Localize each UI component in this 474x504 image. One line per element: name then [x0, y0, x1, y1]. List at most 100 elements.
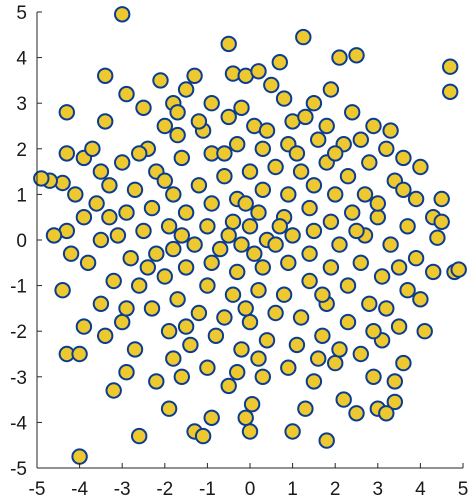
- data-point: [267, 304, 284, 322]
- x-tick-label: -4: [71, 479, 88, 500]
- data-point: [84, 140, 101, 158]
- data-point: [395, 149, 412, 167]
- data-point: [169, 104, 186, 121]
- x-tick-label: 1: [287, 479, 298, 500]
- data-point: [101, 209, 118, 226]
- x-tick-label: -3: [114, 479, 131, 500]
- data-point: [399, 218, 416, 235]
- data-point: [314, 327, 331, 344]
- data-point: [407, 190, 425, 208]
- data-point: [243, 396, 261, 413]
- data-point: [331, 341, 348, 358]
- data-point: [322, 81, 340, 98]
- data-point: [45, 227, 63, 244]
- data-point: [250, 350, 267, 367]
- x-tick-label: -1: [199, 479, 216, 500]
- data-point: [109, 227, 127, 244]
- data-point: [88, 195, 105, 212]
- data-point: [318, 432, 335, 449]
- data-point: [352, 131, 369, 148]
- data-point: [131, 277, 148, 294]
- x-tick-label: 5: [458, 479, 469, 500]
- data-point: [126, 181, 144, 199]
- data-point: [297, 108, 314, 126]
- data-point: [348, 47, 365, 64]
- data-point: [199, 359, 216, 376]
- data-point: [67, 186, 84, 203]
- data-point: [135, 222, 152, 240]
- data-point: [305, 95, 323, 112]
- data-point: [241, 313, 259, 331]
- data-point: [246, 245, 263, 262]
- data-point: [365, 117, 382, 135]
- data-point: [92, 163, 110, 180]
- data-point: [241, 218, 259, 235]
- data-point: [131, 427, 148, 445]
- y-tick-label: 3: [16, 94, 27, 115]
- data-point: [71, 345, 88, 363]
- data-point: [101, 177, 118, 194]
- data-point: [62, 245, 80, 262]
- data-point: [271, 218, 288, 235]
- data-point: [271, 54, 288, 71]
- data-point: [177, 204, 195, 221]
- data-point: [373, 268, 391, 285]
- data-point: [378, 300, 395, 317]
- data-point: [194, 427, 212, 445]
- data-point: [318, 117, 335, 135]
- data-point: [33, 170, 50, 187]
- x-axis-ticks: -5 -4 -3 -2 -1 0 1 2 3 4 5: [29, 463, 469, 500]
- data-point: [92, 231, 110, 249]
- data-point: [292, 163, 310, 180]
- data-point: [250, 204, 267, 221]
- data-point: [92, 295, 110, 312]
- data-point: [399, 282, 416, 299]
- data-point: [258, 332, 276, 349]
- data-point: [433, 190, 450, 208]
- data-point: [450, 261, 467, 278]
- data-point: [425, 263, 442, 281]
- data-point: [160, 218, 178, 235]
- data-point: [190, 177, 208, 194]
- data-point: [305, 373, 323, 390]
- data-point: [156, 268, 174, 285]
- x-tick-label: 4: [415, 479, 426, 500]
- data-point: [233, 341, 250, 358]
- data-point: [267, 236, 284, 253]
- data-point: [237, 195, 254, 212]
- data-point: [186, 67, 203, 85]
- data-point: [365, 323, 382, 340]
- data-point: [310, 131, 327, 148]
- data-point: [254, 368, 271, 385]
- data-point: [280, 254, 297, 271]
- data-point: [378, 140, 395, 158]
- y-tick-label: -3: [10, 368, 27, 389]
- data-point: [378, 405, 395, 422]
- data-point: [143, 199, 161, 217]
- data-point: [169, 291, 186, 308]
- data-point: [169, 126, 186, 144]
- data-point: [327, 186, 344, 203]
- data-point: [331, 236, 348, 253]
- data-point: [233, 236, 250, 253]
- data-point: [75, 318, 93, 335]
- data-point: [352, 254, 369, 271]
- data-point: [365, 368, 382, 385]
- data-point: [339, 313, 357, 331]
- data-point: [135, 99, 152, 117]
- data-point: [97, 327, 114, 344]
- data-point: [165, 186, 182, 203]
- data-point: [165, 350, 182, 367]
- data-point: [288, 145, 306, 162]
- data-point: [305, 177, 323, 194]
- data-point: [339, 168, 357, 185]
- data-point: [173, 368, 191, 385]
- data-point: [190, 113, 208, 130]
- data-point: [339, 277, 357, 294]
- data-point: [254, 140, 271, 158]
- data-point: [327, 145, 344, 162]
- y-tick-label: 4: [16, 49, 27, 70]
- data-point: [229, 364, 246, 381]
- data-point: [254, 259, 271, 276]
